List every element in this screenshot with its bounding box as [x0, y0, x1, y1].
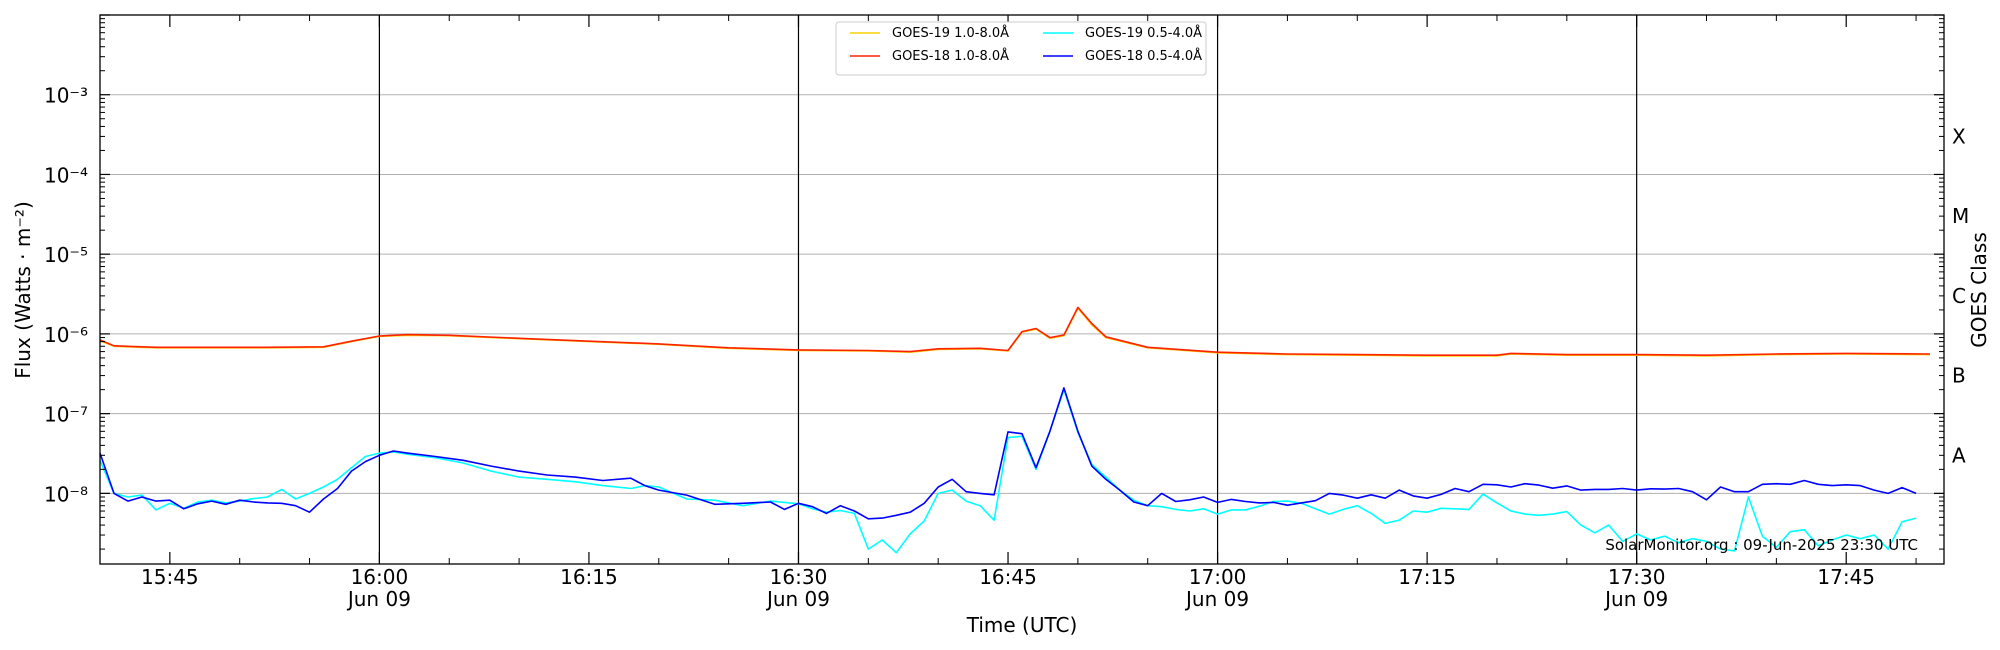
y2-axis-title: GOES Class: [1967, 232, 1991, 348]
legend-box: [835, 21, 1207, 76]
series-line: [99, 387, 1917, 520]
y-tick-label: 10⁻⁷: [44, 403, 88, 427]
legend-label: GOES-18 1.0-8.0Å: [892, 48, 1009, 64]
x-tick-date-label: Jun 09: [1603, 587, 1668, 611]
goes-class-labels: X M C B A: [1952, 124, 1969, 467]
goes-class-label: A: [1952, 443, 1966, 467]
credit-text: SolarMonitor.org : 09-Jun-2025 23:30 UTC: [1605, 536, 1918, 554]
y-tick-label: 10⁻⁶: [44, 323, 88, 347]
x-axis-title: Time (UTC): [966, 613, 1078, 637]
plot-background: [100, 15, 1944, 564]
series-lines: [99, 306, 1931, 554]
y-tick-label: 10⁻⁸: [44, 482, 88, 506]
legend: GOES-19 1.0-8.0Å GOES-18 1.0-8.0Å GOES-19 …: [835, 21, 1207, 76]
y-tick-label: 10⁻⁵: [44, 243, 88, 267]
x-tick-date-label: Jun 09: [765, 587, 830, 611]
x-tick-label: 17:15: [1398, 565, 1456, 589]
x-tick-label: 17:30: [1608, 565, 1666, 589]
goes-class-label: M: [1952, 204, 1969, 228]
series-line: [99, 388, 1917, 554]
y-tick-label: 10⁻³: [44, 84, 88, 108]
y-tick-labels: 10⁻³ 10⁻⁴ 10⁻⁵ 10⁻⁶ 10⁻⁷ 10⁻⁸: [44, 84, 88, 507]
goes-class-label: B: [1952, 364, 1966, 388]
plot-frame: [99, 14, 1945, 565]
x-tick-label: 16:00: [351, 565, 409, 589]
x-tick-date-label: Jun 09: [346, 587, 411, 611]
x-tick-date-label: Jun 09: [1184, 587, 1249, 611]
legend-label: GOES-19 1.0-8.0Å: [892, 25, 1009, 41]
goes-class-label: X: [1952, 124, 1966, 148]
legend-label: GOES-19 0.5-4.0Å: [1085, 25, 1202, 41]
goes-class-label: C: [1952, 284, 1966, 308]
x-tick-label: 17:00: [1189, 565, 1247, 589]
legend-label: GOES-18 0.5-4.0Å: [1085, 48, 1202, 64]
series-line: [99, 306, 1931, 357]
y-axis-title: Flux (Watts · m⁻²): [11, 201, 35, 379]
y-tick-label: 10⁻⁴: [44, 163, 88, 187]
x-tick-label: 16:30: [770, 565, 828, 589]
x-tick-label: 16:15: [560, 565, 618, 589]
x-tick-label: 16:45: [979, 565, 1037, 589]
x-tick-label: 15:45: [141, 565, 199, 589]
axis-ticks: [99, 14, 1944, 564]
x-tick-label: 17:45: [1817, 565, 1875, 589]
